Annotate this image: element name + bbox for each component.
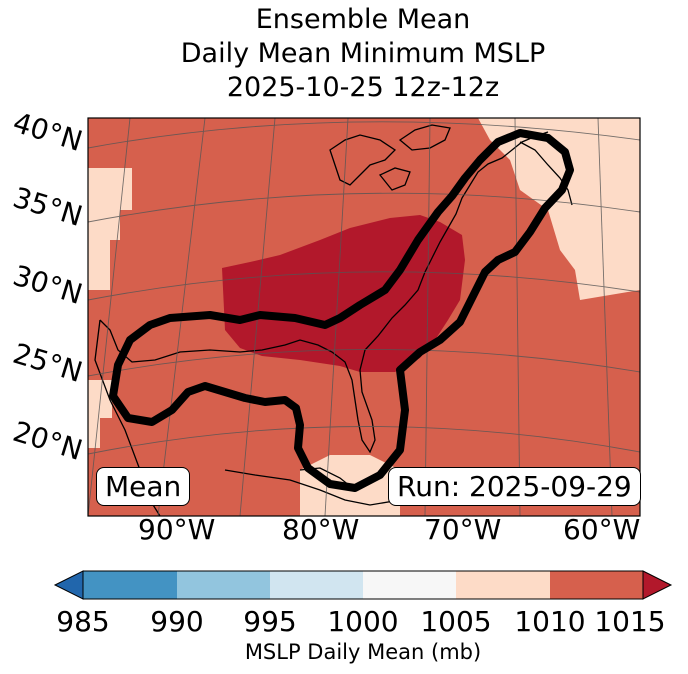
- map-area: [88, 118, 640, 516]
- title-line-3: 2025-10-25 12z-12z: [226, 72, 500, 103]
- field-1005-1010-west: [88, 168, 132, 290]
- colorbar-bin-990-995: [177, 571, 270, 599]
- title-line-1: Ensemble Mean: [255, 4, 471, 35]
- colorbar-bin-1005-1010: [456, 571, 550, 599]
- colorbar-bin-995-1000: [270, 571, 363, 599]
- lat-line-25n: [88, 349, 640, 377]
- map-frame: [87, 117, 641, 517]
- lon-line-90w: [88, 118, 131, 516]
- title-line-2: Daily Mean Minimum MSLP: [180, 38, 546, 69]
- colorbar-tick-985: 985: [56, 605, 110, 638]
- stat-label-box: Mean: [96, 467, 191, 506]
- colorbar-tick-1000: 1000: [327, 605, 399, 638]
- run-date-box: Run: 2025-09-29: [388, 467, 641, 506]
- colorbar-bin-1010-1015: [550, 571, 643, 599]
- lon-label-60w: 60°W: [563, 513, 641, 546]
- lat-line-30n: [88, 271, 640, 301]
- lat-line-35n: [88, 192, 640, 223]
- lon-label-80w: 80°W: [282, 513, 360, 546]
- graticule: [88, 118, 640, 516]
- field-1005-1010-southwest: [88, 380, 112, 448]
- colorbar: [53, 570, 673, 600]
- colorbar-bin-1000-1005: [363, 571, 456, 599]
- colorbar-extend-low: [53, 570, 84, 600]
- colorbar-tick-1015: 1015: [594, 605, 666, 638]
- lon-line-65w: [514, 118, 521, 516]
- lon-label-70w: 70°W: [424, 513, 502, 546]
- colorbar-label: MSLP Daily Mean (mb): [244, 640, 482, 664]
- lon-line-60w: [597, 118, 613, 516]
- lon-label-90w: 90°W: [138, 513, 216, 546]
- colorbar-tick-990: 990: [150, 605, 204, 638]
- lon-line-70w: [424, 118, 431, 516]
- colorbar-frame: [82, 570, 644, 600]
- lat-line-40n: [88, 121, 640, 149]
- field-above-1015: [222, 215, 465, 372]
- colorbar-tick-1010: 1010: [514, 605, 586, 638]
- colorbar-tick-1005: 1005: [420, 605, 492, 638]
- colorbar-extend-high: [642, 570, 673, 600]
- colorbar-tick-995: 995: [243, 605, 297, 638]
- lat-line-20n: [88, 426, 640, 455]
- ensemble-outline: [109, 129, 574, 492]
- colorbar-bin-985-990: [83, 571, 177, 599]
